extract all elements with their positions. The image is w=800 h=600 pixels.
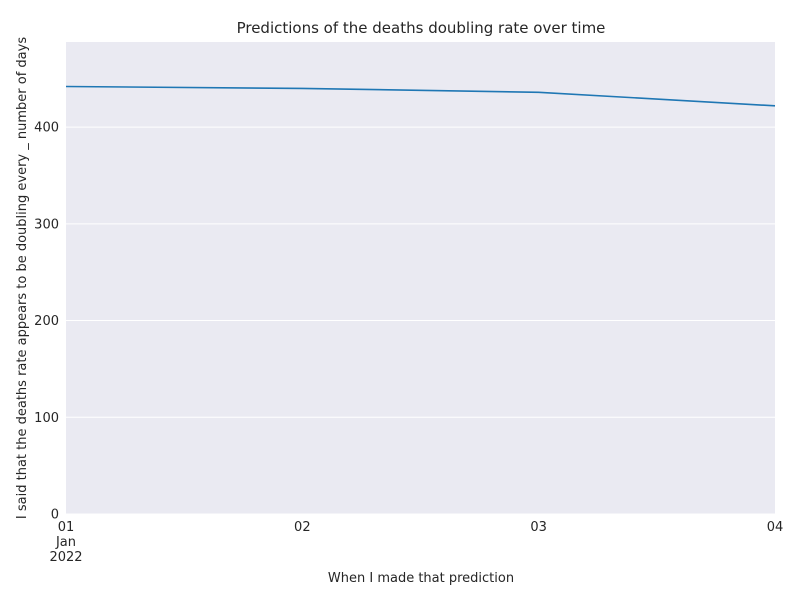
y-axis: 0 100 200 300 400: [34, 121, 59, 523]
x-tick-label: 02: [294, 520, 311, 535]
x-axis-title: When I made that prediction: [328, 571, 514, 586]
y-axis-title: I said that the deaths rate appears to b…: [15, 37, 30, 519]
y-tick-label: 300: [34, 217, 59, 232]
series-group: [65, 85, 776, 107]
series-line-0: [65, 85, 776, 107]
plot-area: [66, 42, 775, 514]
y-tick-label: 200: [34, 314, 59, 329]
x-tick-label: 01: [58, 520, 75, 535]
x-tick-label: 04: [767, 520, 784, 535]
chart-title: Predictions of the deaths doubling rate …: [237, 19, 606, 37]
x-tick-label: 2022: [49, 550, 82, 565]
gridlines: [66, 126, 775, 515]
x-tick-label: 03: [530, 520, 547, 535]
y-tick-label: 100: [34, 411, 59, 426]
y-tick-label: 0: [51, 508, 59, 523]
y-tick-label: 400: [34, 121, 59, 136]
x-tick-label: Jan: [55, 535, 76, 550]
